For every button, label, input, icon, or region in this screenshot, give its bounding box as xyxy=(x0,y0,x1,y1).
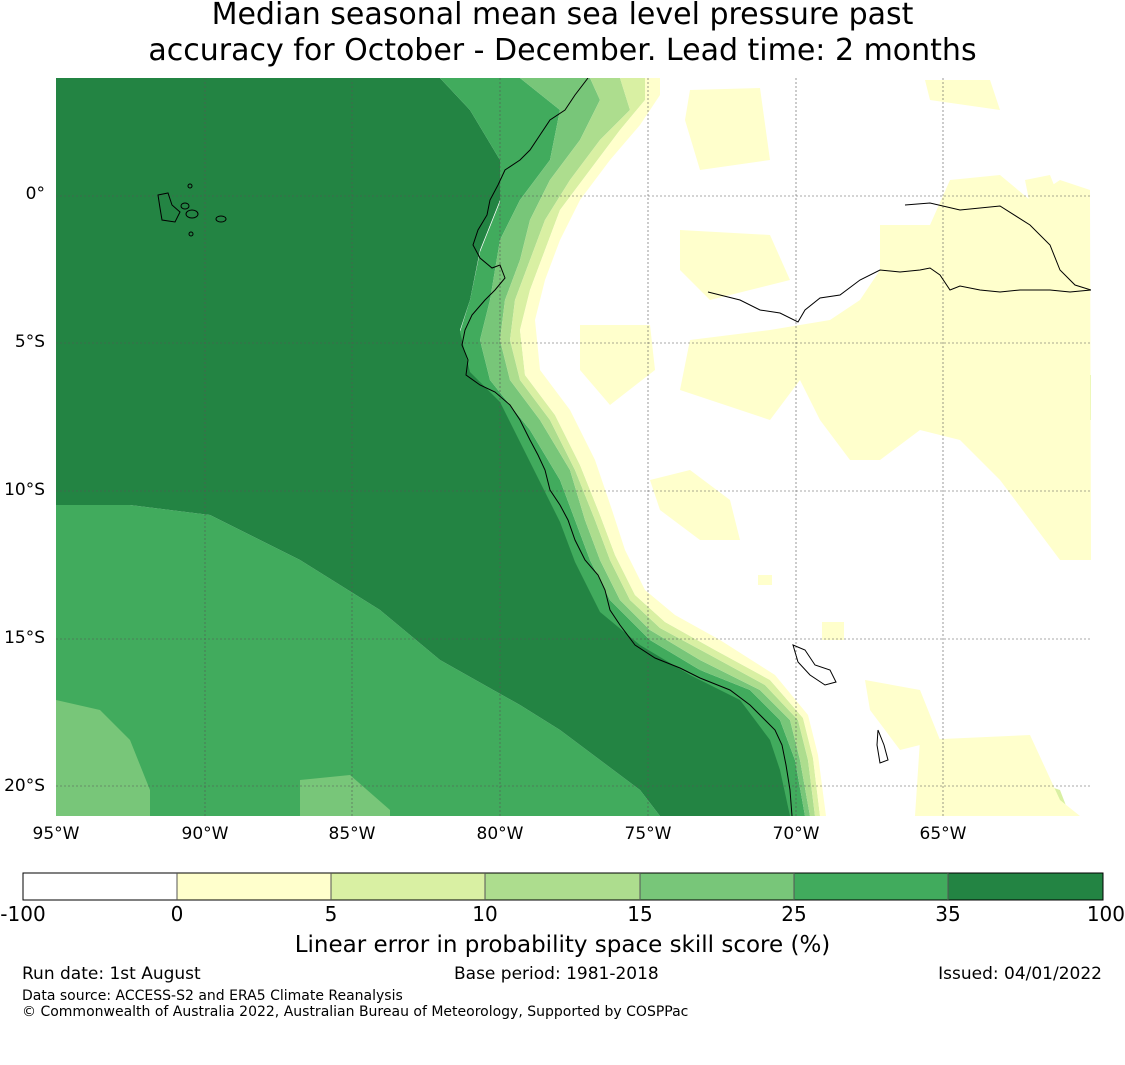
south-america-coastline xyxy=(461,78,793,816)
run-date: Run date: 1st August xyxy=(22,964,201,984)
graticule xyxy=(56,78,1091,816)
colorbar-dividers xyxy=(176,873,949,900)
lake-titicaca xyxy=(792,644,837,686)
colorbar-swatch xyxy=(177,873,331,900)
region-0-5-k xyxy=(822,622,844,640)
chart-title-line-2: accuracy for October - December. Lead ti… xyxy=(148,33,977,68)
colorbar-swatch xyxy=(794,873,948,900)
lon-label-90w: 90°W xyxy=(181,824,229,844)
issued-date: Issued: 04/01/2022 xyxy=(938,964,1102,984)
region-0-5-j xyxy=(758,575,772,585)
region-0-5-coastal xyxy=(520,78,826,816)
colorbar-label: Linear error in probability space skill … xyxy=(294,932,831,958)
region-0-5-a xyxy=(685,88,770,170)
colorbar-tick: 15 xyxy=(627,902,653,926)
colorbar xyxy=(22,872,1104,901)
colorbar-tick: 35 xyxy=(935,902,961,926)
region-15-25 xyxy=(480,78,810,816)
region-0-5-g xyxy=(865,680,940,750)
colorbar-swatch xyxy=(948,873,1103,900)
skill-score-field xyxy=(56,78,1091,816)
region-10-15 xyxy=(500,78,815,816)
lon-label-80w: 80°W xyxy=(476,824,524,844)
lat-label-20s: 20°S xyxy=(4,776,45,796)
region-0-5-c xyxy=(680,230,790,300)
colorbar-tick: 5 xyxy=(324,902,338,926)
colorbar-tick: 100 xyxy=(1086,902,1125,926)
galapagos-islands xyxy=(157,183,227,237)
lon-label-85w: 85°W xyxy=(328,824,376,844)
region-0-5-d xyxy=(580,325,655,405)
region-0-5-f xyxy=(650,470,740,540)
lon-label-65w: 65°W xyxy=(919,824,967,844)
data-source: Data source: ACCESS-S2 and ERA5 Climate … xyxy=(22,988,403,1004)
region-0-5-b xyxy=(925,80,1000,110)
colorbar-tick: 10 xyxy=(472,902,498,926)
lat-label-0: 0° xyxy=(25,184,45,204)
chart-title-line-1: Median seasonal mean sea level pressure … xyxy=(211,0,914,32)
colorbar-swatch xyxy=(23,873,177,900)
colorbar-swatch xyxy=(640,873,794,900)
lon-label-95w: 95°W xyxy=(32,824,80,844)
colorbar-tick: -100 xyxy=(0,902,46,926)
lat-label-5s: 5°S xyxy=(14,332,45,352)
colorbar-tick: 0 xyxy=(170,902,184,926)
region-0-5-i xyxy=(1025,175,1060,205)
lon-label-70w: 70°W xyxy=(772,824,820,844)
region-25-35 xyxy=(56,505,660,816)
lat-label-10s: 10°S xyxy=(4,480,45,500)
river-north xyxy=(904,202,1091,291)
colorbar-swatch xyxy=(485,873,640,900)
region-15-25-south xyxy=(300,775,390,816)
lat-label-15s: 15°S xyxy=(4,628,45,648)
region-0-5-e xyxy=(680,175,1091,560)
colorbar-tick: 25 xyxy=(781,902,807,926)
base-period: Base period: 1981-2018 xyxy=(454,964,659,984)
colorbar-frame xyxy=(22,872,1104,901)
lake-small xyxy=(876,729,889,764)
colorbar-swatch xyxy=(331,873,485,900)
copyright: © Commonwealth of Australia 2022, Austra… xyxy=(22,1004,689,1020)
region-35-100 xyxy=(56,78,800,816)
amazon-river xyxy=(707,267,1091,323)
lon-label-75w: 75°W xyxy=(624,824,672,844)
region-0-5-h xyxy=(915,735,1080,816)
region-15-25-southwest xyxy=(56,700,150,816)
